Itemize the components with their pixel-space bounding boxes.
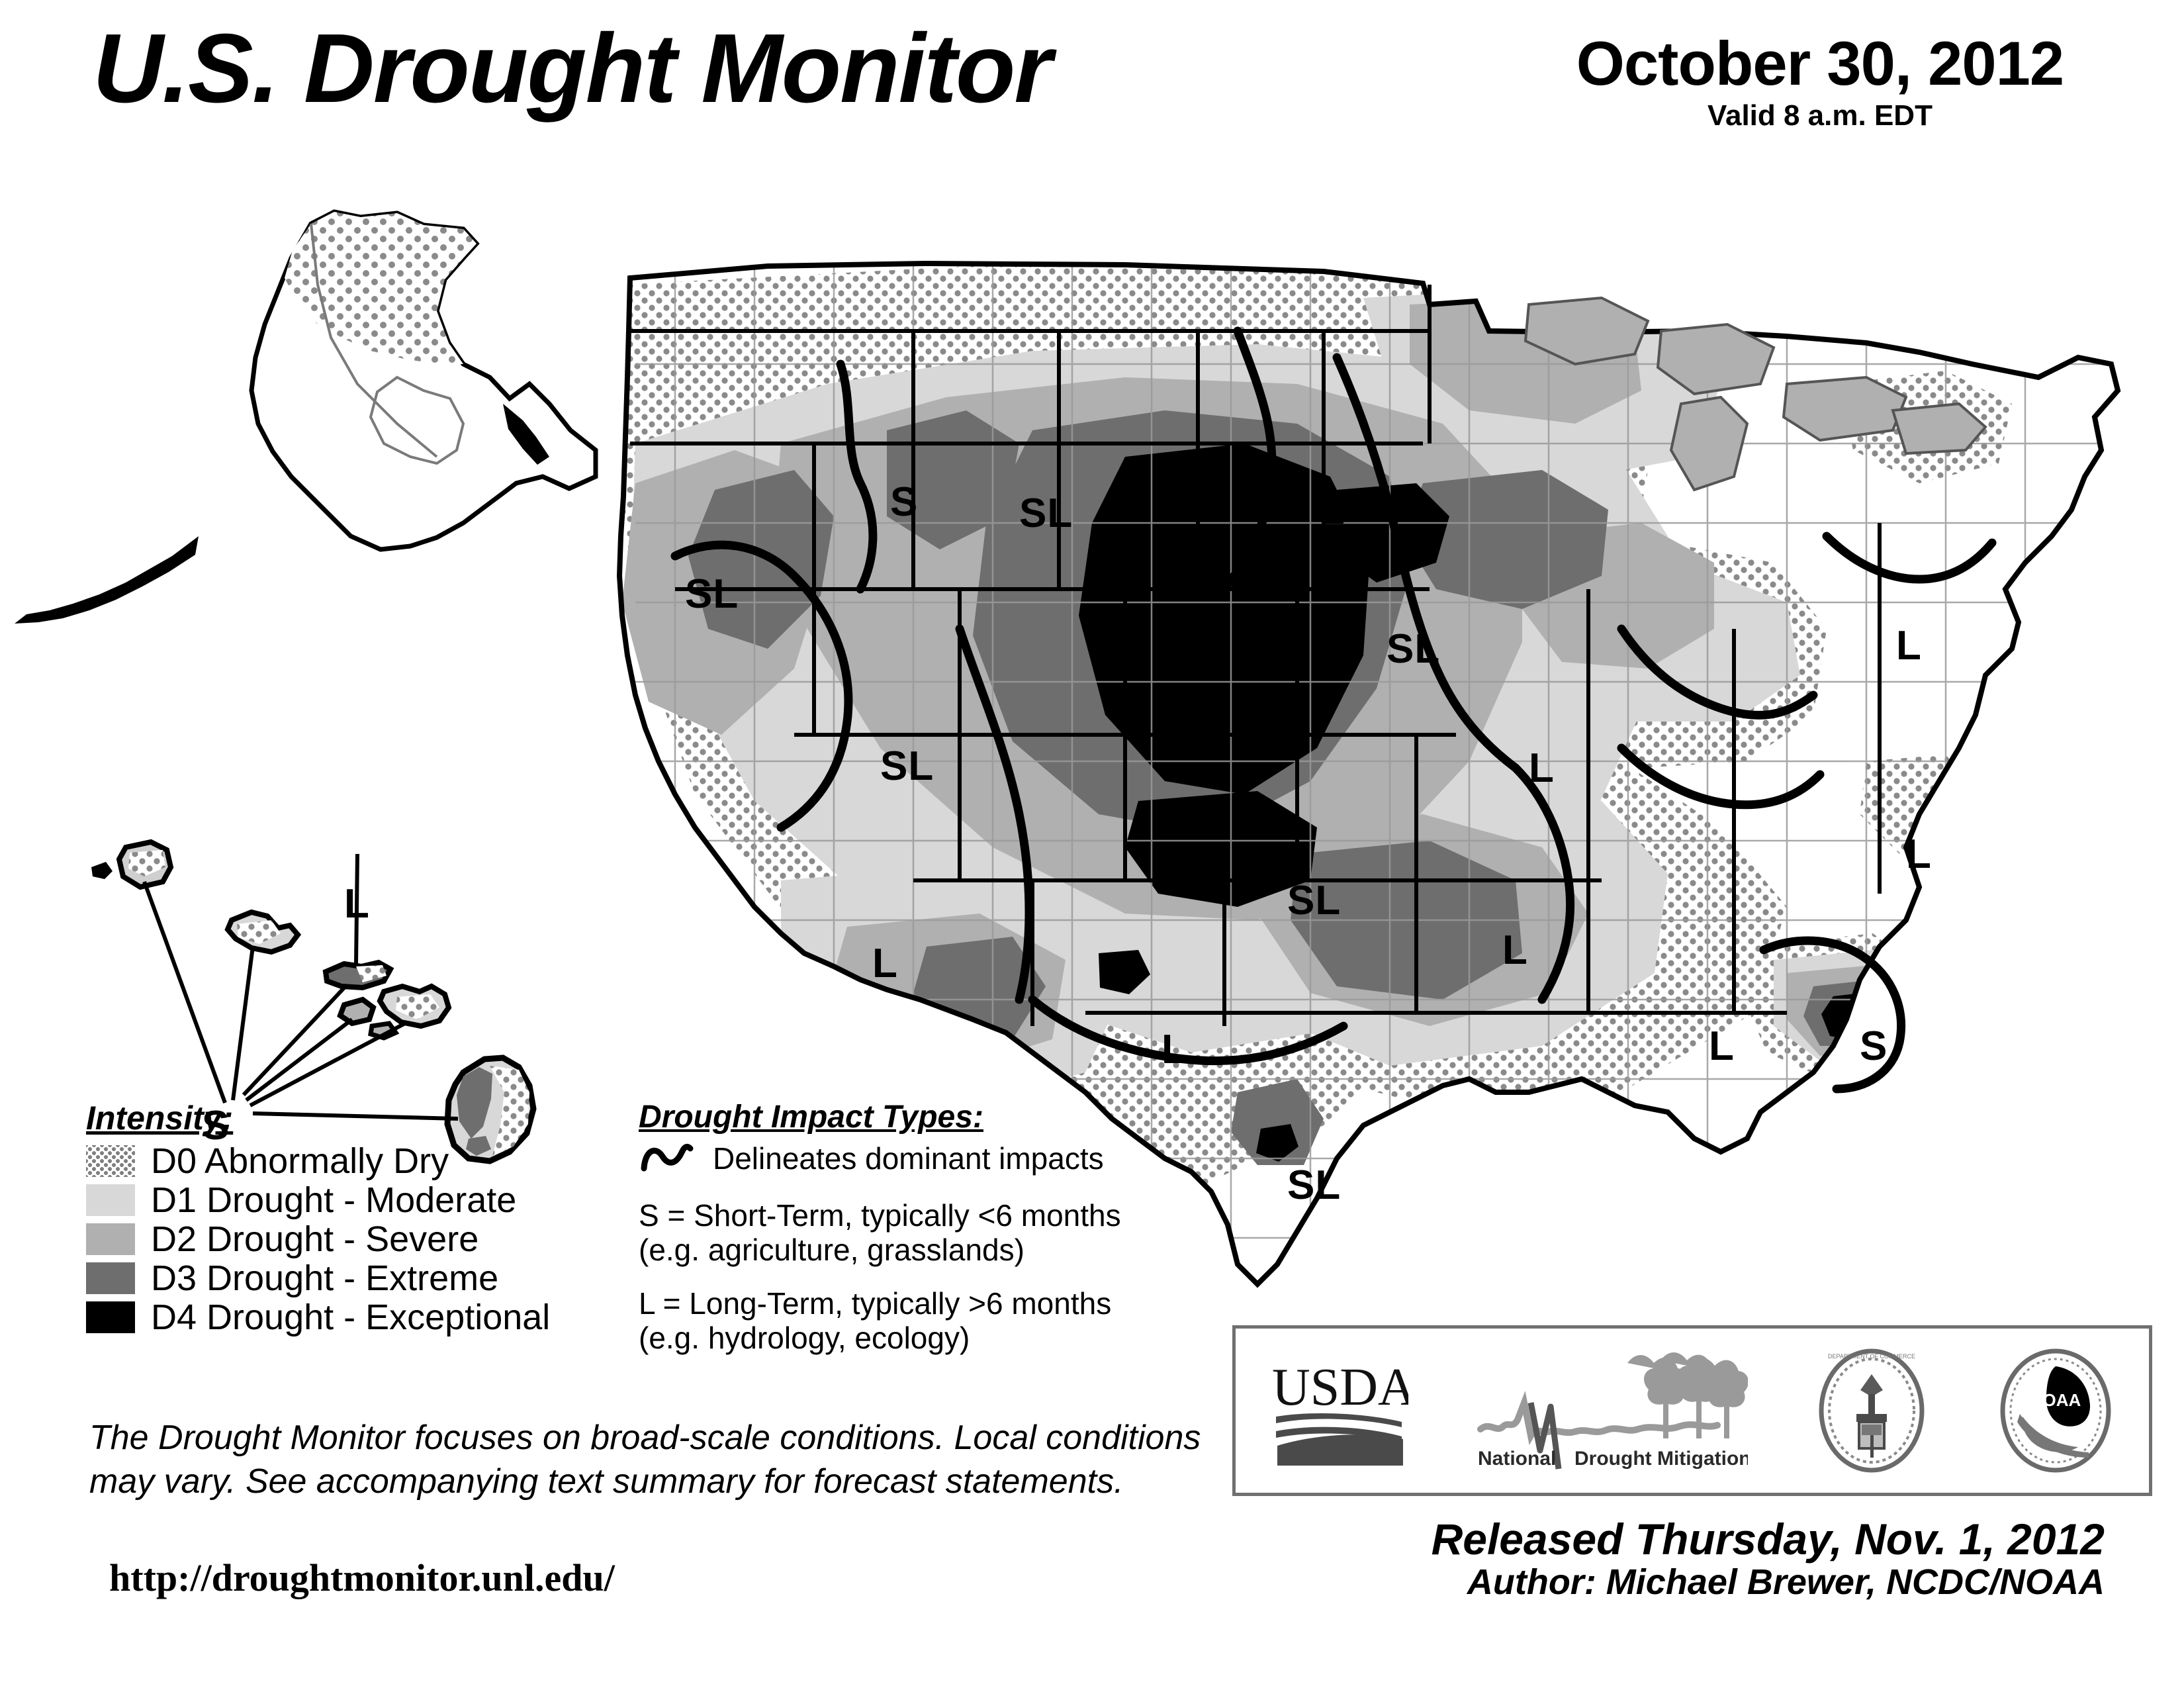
hawaii-inset	[91, 839, 537, 1164]
intensity-label-d2: D2 Drought - Severe	[151, 1219, 479, 1259]
map-canvas	[15, 209, 2121, 1288]
disclaimer-text: The Drought Monitor focuses on broad-sca…	[89, 1419, 1201, 1501]
alaska-d0-region	[285, 212, 477, 364]
map-impact-label-l-16: L	[344, 881, 370, 927]
drought-map[interactable]: S SL SL L SL SL L L SL L L L L L S SL L S	[0, 165, 2184, 1304]
intensity-label-d3: D3 Drought - Extreme	[151, 1258, 499, 1298]
state-boundaries	[616, 260, 2121, 1288]
map-impact-label-sl-4: SL	[1387, 626, 1441, 672]
alaska-inset	[15, 209, 598, 624]
intensity-legend-item-d0: D0 Abnormally Dry	[86, 1143, 615, 1179]
impact-types-legend: Drought Impact Types: Delineates dominan…	[639, 1099, 1195, 1355]
map-impact-label-l-11: L	[1896, 623, 1922, 669]
map-impact-label-sl-15: SL	[1287, 1162, 1342, 1208]
squiggle-icon	[641, 1143, 694, 1172]
svg-text:Drought Mitigation Center: Drought Mitigation Center	[1574, 1448, 1748, 1470]
website-url[interactable]: http://droughtmonitor.unl.edu/	[109, 1556, 615, 1599]
map-impact-label-l-9: L	[1502, 927, 1528, 973]
bigisland-d3b	[466, 1136, 491, 1156]
intensity-swatch-d2	[86, 1223, 135, 1255]
oahu-d0	[237, 920, 281, 944]
map-impact-label-s-14: S	[1860, 1023, 1888, 1069]
intensity-legend-item-d2: D2 Drought - Severe	[86, 1221, 615, 1257]
molokai-d0	[356, 965, 387, 982]
long-term-definition: L = Long-Term, typically >6 months (e.g. …	[639, 1286, 1112, 1355]
intensity-swatch-d0	[86, 1145, 135, 1177]
impact-delineation-lines	[670, 326, 1997, 1094]
map-impact-label-l-10: L	[1161, 1027, 1187, 1072]
map-impact-label-l-6: L	[1529, 745, 1555, 791]
intensity-legend-rows: D0 Abnormally Dry D1 Drought - Moderate D2…	[86, 1143, 615, 1335]
map-impact-label-sl-1: SL	[1019, 491, 1073, 536]
aleutian-islands	[15, 536, 199, 624]
impact-types-title: Drought Impact Types:	[639, 1100, 983, 1135]
map-date: October 30, 2012	[1576, 28, 2064, 98]
svg-text:DEPARTMENT OF COMMERCE: DEPARTMENT OF COMMERCE	[1828, 1353, 1915, 1360]
release-info: Released Thursday, Nov. 1, 2012 Author: …	[1112, 1515, 2105, 1603]
map-impact-label-sl-2: SL	[685, 571, 739, 617]
usda-logo: USDA	[1269, 1353, 1408, 1469]
map-impact-label-sl-8: SL	[1287, 878, 1342, 923]
date-block: October 30, 2012 Valid 8 a.m. EDT	[1542, 32, 2098, 132]
intensity-legend-item-d1: D1 Drought - Moderate	[86, 1182, 615, 1218]
map-impact-label-l-13: L	[1709, 1023, 1735, 1069]
intensity-swatch-d3	[86, 1262, 135, 1294]
intensity-label-d1: D1 Drought - Moderate	[151, 1180, 517, 1220]
bigisland-d0	[490, 1066, 529, 1156]
alaska-climate-div	[369, 375, 465, 465]
ndmc-logo: National Drought Mitigation Center	[1477, 1351, 1748, 1470]
intensity-swatch-d4	[86, 1301, 135, 1333]
map-impact-label-l-3: L	[1320, 487, 1345, 533]
alaska-div-line	[310, 223, 438, 458]
doc-seal: DEPARTMENT OF COMMERCE	[1815, 1348, 1928, 1474]
intensity-legend-item-d4: D4 Drought - Exceptional	[86, 1299, 615, 1335]
map-impact-label-sl-5: SL	[880, 743, 934, 789]
niihau-island	[91, 862, 113, 879]
delineates-row: Delineates dominant impacts	[639, 1138, 1195, 1179]
d3-nevada	[688, 470, 834, 649]
intensity-legend-item-d3: D3 Drought - Extreme	[86, 1260, 615, 1296]
alaska-panhandle	[503, 404, 549, 465]
intensity-legend: Intensity: D0 Abnormally Dry D1 Drought -…	[86, 1099, 615, 1338]
intensity-label-d4: D4 Drought - Exceptional	[151, 1297, 551, 1337]
great-lakes	[1524, 296, 1987, 492]
delineates-label: Delineates dominant impacts	[713, 1141, 1104, 1176]
svg-text:NOAA: NOAA	[2030, 1390, 2081, 1410]
map-valid-time: Valid 8 a.m. EDT	[1707, 99, 1933, 132]
map-impact-label-l-7: L	[872, 941, 898, 986]
intensity-label-d0: D0 Abnormally Dry	[151, 1141, 449, 1181]
maui-d0	[396, 994, 439, 1019]
d3-iowa	[1403, 470, 1608, 609]
hawaii-leader-lines	[142, 853, 459, 1121]
intensity-swatch-d1	[86, 1184, 135, 1216]
noaa-logo: NOAA	[1996, 1348, 2115, 1474]
kauai-d0	[128, 850, 165, 876]
svg-text:USDA: USDA	[1272, 1358, 1408, 1417]
d3-southtexas	[1231, 1079, 1324, 1165]
sponsor-logos-box: USDA National Drought Mitigation Center	[1232, 1325, 2152, 1496]
d4-kansas-ok	[1125, 791, 1317, 907]
kahoolawe-island	[368, 1021, 400, 1041]
lanai-island	[337, 996, 377, 1027]
short-term-definition: S = Short-Term, typically <6 months (e.g.…	[639, 1198, 1121, 1267]
d4-texas-spot	[1099, 950, 1150, 994]
release-date: Released Thursday, Nov. 1, 2012	[1431, 1515, 2105, 1564]
map-impact-label-l-12: L	[1906, 831, 1932, 877]
svg-text:National: National	[1478, 1448, 1556, 1470]
page-title: U.S. Drought Monitor	[93, 14, 1052, 123]
author-credit: Author: Michael Brewer, NCDC/NOAA	[1467, 1562, 2105, 1603]
map-impact-label-s-0: S	[890, 479, 919, 525]
bigisland-d3	[457, 1067, 492, 1139]
d4-south-texas-spot	[1256, 1124, 1298, 1162]
map-impact-label-s-17: S	[202, 1103, 230, 1149]
intensity-legend-title: Intensity:	[86, 1100, 234, 1137]
conus-map	[616, 260, 2121, 1288]
